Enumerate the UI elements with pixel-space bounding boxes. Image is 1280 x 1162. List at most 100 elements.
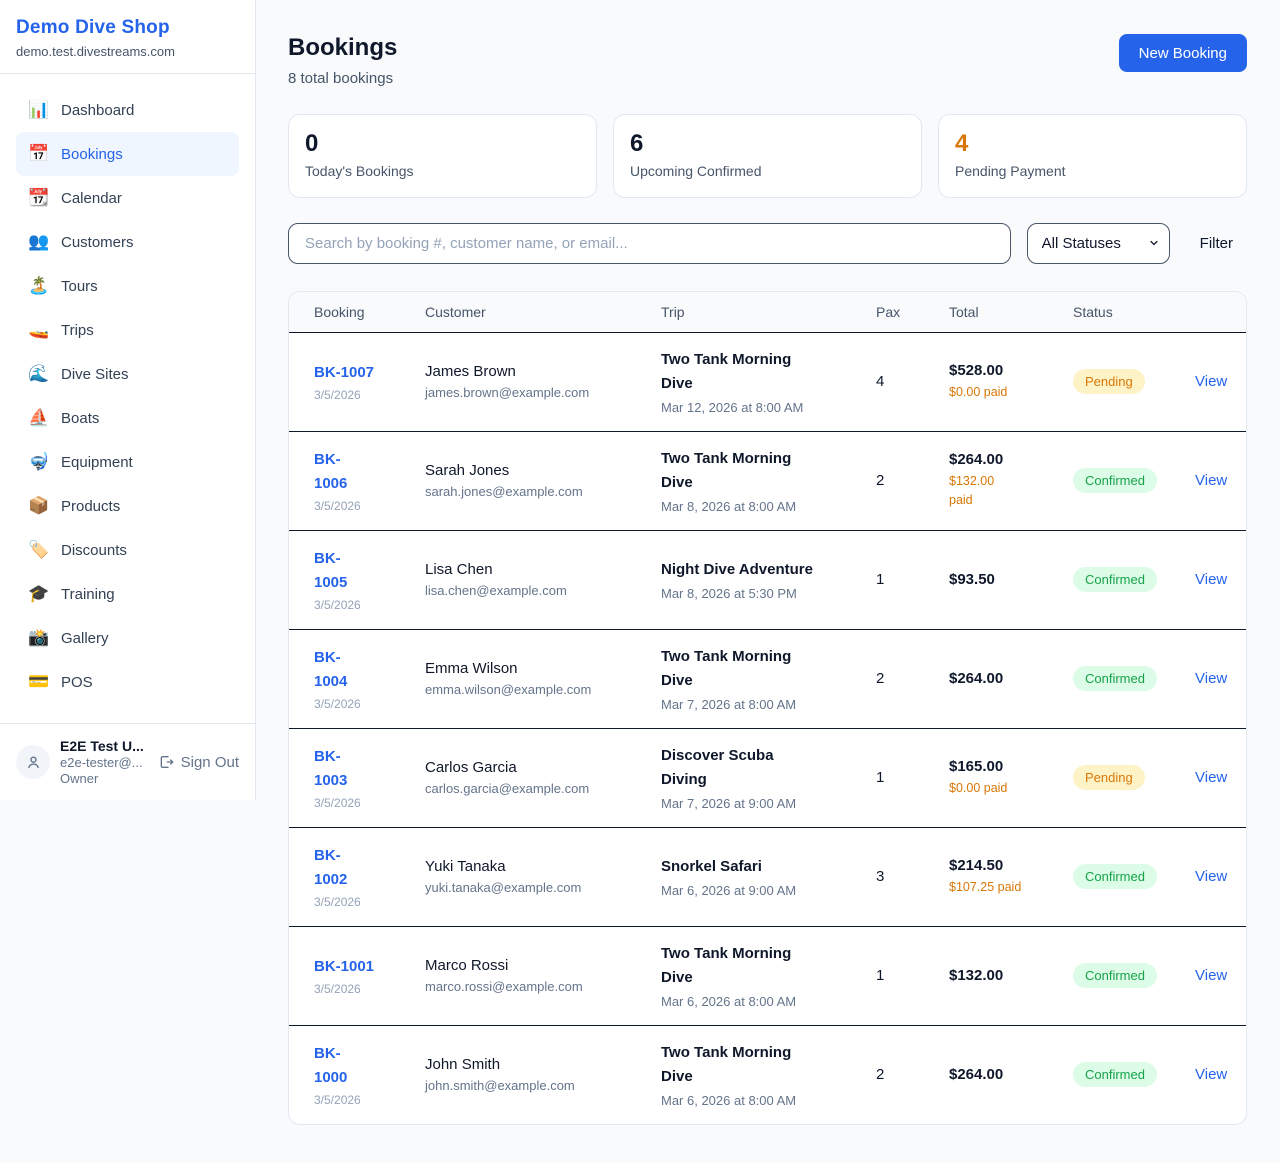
table-row: BK- 1000 3/5/2026 John Smith john.smith@ex… xyxy=(289,1025,1246,1124)
trip-name: Night Dive Adventure xyxy=(661,561,813,578)
customer-name: Lisa Chen xyxy=(425,561,493,578)
search-input[interactable] xyxy=(288,223,1011,264)
view-link[interactable]: View xyxy=(1195,669,1228,687)
sidebar-item-training[interactable]: 🎓 Training xyxy=(16,572,239,616)
view-link[interactable]: View xyxy=(1195,966,1228,984)
paid-amount: $0.00 paid xyxy=(949,780,1008,795)
new-booking-button[interactable]: New Booking xyxy=(1118,34,1247,72)
sidebar-item-label: Products xyxy=(61,497,121,515)
calendar-icon: 📅 xyxy=(28,144,50,163)
status-badge: Confirmed xyxy=(1073,666,1157,691)
booking-id-link[interactable]: BK- 1002 xyxy=(314,847,348,888)
stat-label: Today's Bookings xyxy=(305,162,414,179)
booking-id-link[interactable]: BK- 1004 xyxy=(314,649,348,690)
status-select[interactable]: All Statuses xyxy=(1026,223,1170,264)
pax-count: 1 xyxy=(876,966,885,984)
view-link[interactable]: View xyxy=(1195,372,1228,390)
view-link[interactable]: View xyxy=(1195,768,1228,786)
status-badge: Confirmed xyxy=(1073,1062,1157,1088)
page-title: Bookings xyxy=(288,34,398,61)
island-icon: 🏝️ xyxy=(28,276,50,295)
tag-icon: 🏷️ xyxy=(28,540,50,559)
paid-amount: $132.00 paid xyxy=(949,474,995,507)
sidebar-item-trips[interactable]: 🚤 Trips xyxy=(16,308,239,352)
sidebar-item-boats[interactable]: ⛵ Boats xyxy=(16,396,239,440)
view-link[interactable]: View xyxy=(1195,471,1228,489)
booking-id-link[interactable]: BK-1001 xyxy=(314,958,375,975)
booking-id-link[interactable]: BK- 1003 xyxy=(314,748,348,789)
status-badge: Confirmed xyxy=(1073,468,1157,493)
booking-id-link[interactable]: BK- 1000 xyxy=(314,1045,348,1087)
trip-name: Two Tank Morning Dive xyxy=(661,1044,792,1086)
table-header-row: Booking Customer Trip Pax Total Status xyxy=(289,292,1246,333)
speedboat-icon: 🚤 xyxy=(28,320,50,339)
trip-datetime: Mar 7, 2026 at 8:00 AM xyxy=(661,697,797,712)
filter-button[interactable]: Filter xyxy=(1186,235,1247,252)
sign-out-label: Sign Out xyxy=(180,753,239,771)
stat-todays-bookings: 0 Today's Bookings xyxy=(288,114,597,198)
sidebar-item-gallery[interactable]: 📸 Gallery xyxy=(16,616,239,660)
trip-name: Two Tank Morning Dive xyxy=(661,648,792,689)
total-bookings-count: 8 total bookings xyxy=(288,70,394,87)
sidebar-item-discounts[interactable]: 🏷️ Discounts xyxy=(16,528,239,572)
pax-count: 2 xyxy=(876,669,885,687)
status-badge: Confirmed xyxy=(1073,864,1157,889)
sidebar-item-tours[interactable]: 🏝️ Tours xyxy=(16,264,239,308)
sidebar-item-equipment[interactable]: 🤿 Equipment xyxy=(16,440,239,484)
view-link[interactable]: View xyxy=(1195,867,1228,885)
customer-email: yuki.tanaka@example.com xyxy=(425,880,582,895)
pax-count: 4 xyxy=(876,372,885,390)
pax-count: 1 xyxy=(876,768,885,786)
sidebar-item-label: Boats xyxy=(61,409,100,427)
stat-value: 0 xyxy=(305,130,319,157)
sign-out-button[interactable]: Sign Out xyxy=(158,754,239,771)
booking-id-link[interactable]: BK- 1005 xyxy=(314,550,348,591)
col-actions xyxy=(1170,292,1246,333)
trip-datetime: Mar 6, 2026 at 9:00 AM xyxy=(661,883,797,898)
pax-count: 1 xyxy=(876,570,885,588)
trip-name: Two Tank Morning Dive xyxy=(661,351,792,392)
avatar xyxy=(16,745,50,779)
stat-pending-payment: 4 Pending Payment xyxy=(938,114,1247,198)
status-badge: Confirmed xyxy=(1073,963,1157,988)
pax-count: 2 xyxy=(876,471,885,489)
sidebar-item-calendar[interactable]: 📆 Calendar xyxy=(16,176,239,220)
view-link[interactable]: View xyxy=(1195,570,1228,588)
stat-upcoming-confirmed: 6 Upcoming Confirmed xyxy=(613,114,922,198)
booking-id-link[interactable]: BK-1007 xyxy=(314,364,375,381)
trip-datetime: Mar 8, 2026 at 5:30 PM xyxy=(661,586,797,601)
trip-datetime: Mar 6, 2026 at 8:00 AM xyxy=(661,994,797,1009)
sailboat-icon: ⛵ xyxy=(28,408,50,427)
customer-name: Emma Wilson xyxy=(425,660,518,677)
sidebar-item-dashboard[interactable]: 📊 Dashboard xyxy=(16,88,239,132)
bar-chart-icon: 📊 xyxy=(28,100,50,119)
customer-email: emma.wilson@example.com xyxy=(425,682,592,697)
sidebar-item-label: Calendar xyxy=(61,189,122,207)
stat-label: Upcoming Confirmed xyxy=(630,162,762,179)
booking-date: 3/5/2026 xyxy=(314,598,361,612)
customer-email: carlos.garcia@example.com xyxy=(425,781,590,796)
stat-value: 6 xyxy=(630,130,644,157)
customer-email: sarah.jones@example.com xyxy=(425,484,583,499)
sidebar-item-label: Dive Sites xyxy=(61,365,129,383)
credit-card-icon: 💳 xyxy=(28,672,50,691)
sidebar-item-label: Training xyxy=(61,585,115,603)
pax-count: 3 xyxy=(876,867,885,885)
view-link[interactable]: View xyxy=(1195,1065,1228,1083)
table-row: BK- 1004 3/5/2026 Emma Wilson emma.wilson@… xyxy=(289,629,1246,729)
sidebar-item-bookings[interactable]: 📅 Bookings xyxy=(16,132,239,176)
total-amount: $165.00 xyxy=(949,757,1004,775)
total-amount: $214.50 xyxy=(949,856,1004,874)
total-amount: $264.00 xyxy=(949,451,1004,469)
sidebar-item-products[interactable]: 📦 Products xyxy=(16,484,239,528)
customer-name: Marco Rossi xyxy=(425,957,509,974)
total-amount: $93.50 xyxy=(949,571,995,588)
stat-value: 4 xyxy=(955,130,969,157)
booking-id-link[interactable]: BK- 1006 xyxy=(314,451,348,492)
sidebar-item-dive-sites[interactable]: 🌊 Dive Sites xyxy=(16,352,239,396)
sidebar-item-pos[interactable]: 💳 POS xyxy=(16,660,239,704)
table-row: BK-1001 3/5/2026 Marco Rossi marco.rossi@e… xyxy=(289,926,1246,1026)
shop-name[interactable]: Demo Dive Shop xyxy=(16,17,170,38)
sidebar-item-customers[interactable]: 👥 Customers xyxy=(16,220,239,264)
